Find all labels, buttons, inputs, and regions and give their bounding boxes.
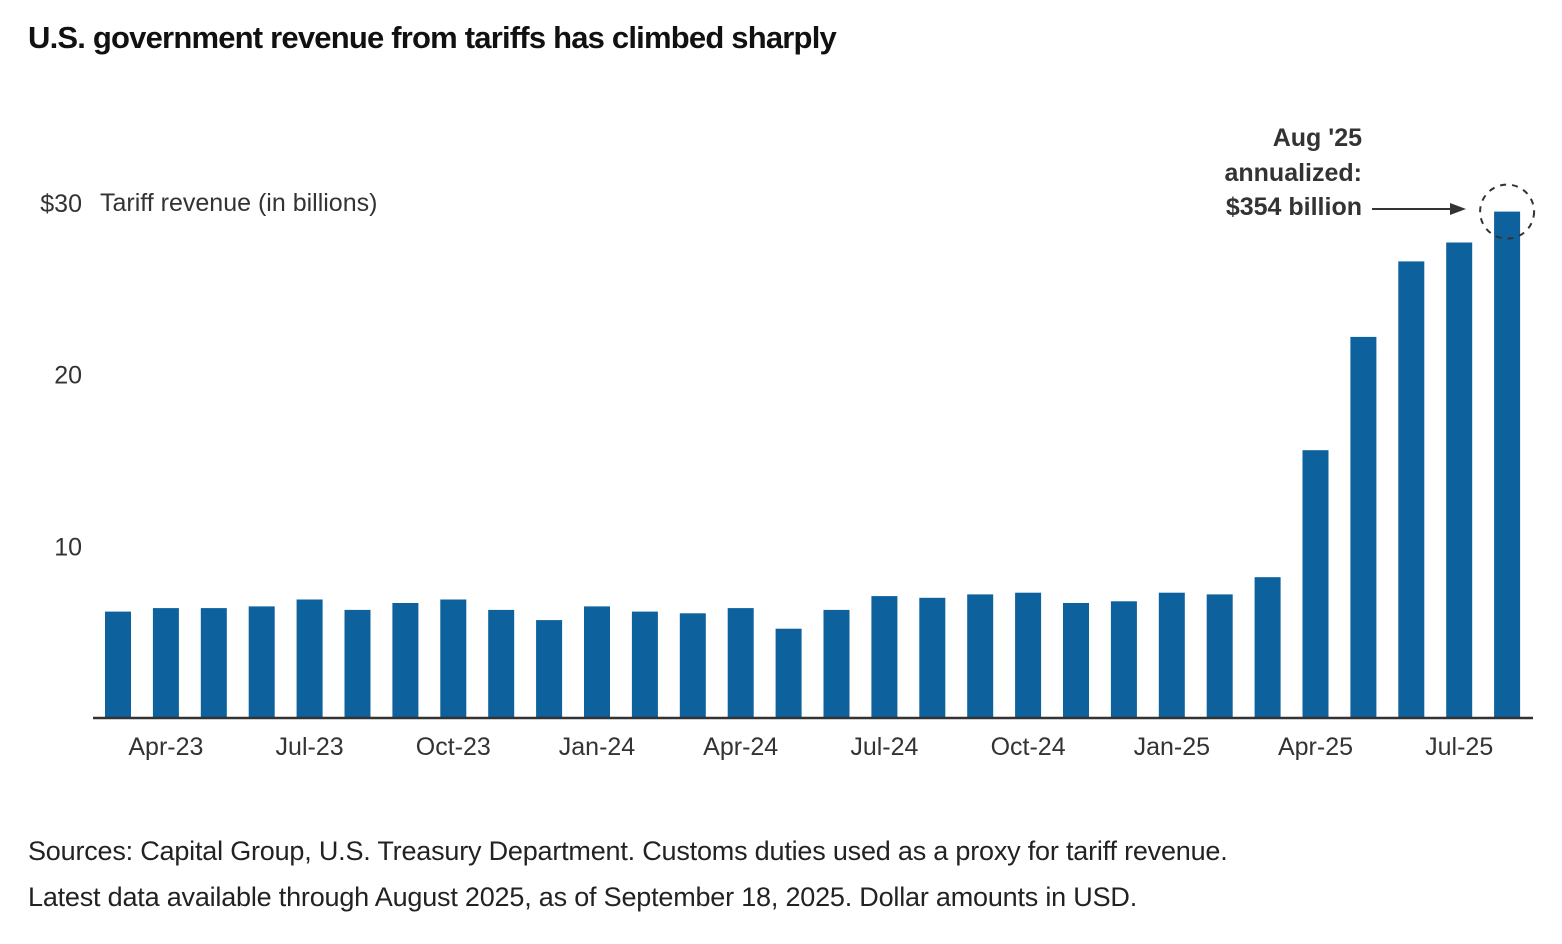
x-tick-label: Oct-23 [416, 733, 491, 761]
y-axis-title: Tariff revenue (in billions) [100, 189, 377, 217]
y-tick-label: $30 [40, 190, 82, 218]
bar-jul-25 [1446, 242, 1473, 718]
x-tick-label: Jan-25 [1134, 733, 1210, 761]
annotation-line-1: Aug '25 [1273, 124, 1362, 152]
x-tick-label: Apr-25 [1278, 733, 1353, 761]
bar-apr-25 [1302, 450, 1329, 718]
bar-apr-23 [152, 608, 179, 718]
y-tick-labels: 10 20 $30 [40, 190, 82, 561]
footnote-sources: Sources: Capital Group, U.S. Treasury De… [28, 836, 1228, 866]
annotation-line-2: annualized: [1224, 159, 1362, 187]
x-tick-label: Jul-24 [850, 733, 918, 761]
arrow-head-icon [1450, 203, 1466, 215]
x-tick-label: Jul-23 [276, 733, 344, 761]
bar-jan-24 [584, 606, 610, 718]
bar-dec-23 [536, 620, 563, 718]
bar-aug-24 [919, 597, 946, 718]
bar-nov-24 [1063, 603, 1089, 718]
bar-aug-25 [1494, 211, 1521, 718]
annotation-line-3: $354 billion [1226, 193, 1362, 221]
bar-chart: 10 20 $30 Apr-23 Jul-23 Oct-23 Jan-24 Apr-24 Ju… [40, 124, 1536, 761]
bar-feb-24 [631, 611, 658, 718]
bar-sep-24 [967, 594, 994, 718]
bar-jul-24 [871, 596, 898, 718]
x-tick-label: Jul-25 [1425, 733, 1493, 761]
bar-nov-23 [488, 609, 515, 718]
x-tick-label: Apr-23 [128, 733, 203, 761]
bar-jul-23 [296, 599, 323, 718]
bar-apr-24 [727, 608, 754, 718]
x-tick-label: Jan-24 [559, 733, 636, 761]
bar-oct-24 [1015, 592, 1042, 718]
bar-may-24 [775, 628, 802, 718]
bar-may-25 [1350, 336, 1377, 718]
x-tick-labels: Apr-23 Jul-23 Oct-23 Jan-24 Apr-24 Jul-24 Oct-… [128, 733, 1493, 761]
bar-mar-23 [105, 611, 131, 718]
bar-jun-25 [1398, 261, 1425, 718]
bar-jan-25 [1158, 592, 1185, 718]
bar-sep-23 [392, 603, 419, 718]
annotation: Aug '25 annualized: $354 billion [1224, 124, 1536, 240]
bar-oct-23 [440, 599, 467, 718]
bar-may-23 [200, 608, 227, 718]
bar-aug-23 [344, 609, 371, 718]
y-tick-label: 10 [54, 533, 82, 561]
bar-dec-24 [1110, 601, 1137, 718]
bar-jun-24 [823, 609, 850, 718]
footnote-date: Latest data available through August 202… [28, 882, 1138, 912]
bar-jun-23 [248, 606, 275, 718]
x-tick-label: Oct-24 [991, 733, 1066, 761]
x-tick-label: Apr-24 [703, 733, 778, 761]
bar-mar-24 [679, 613, 706, 718]
bars-group [105, 211, 1521, 718]
bar-mar-25 [1254, 577, 1281, 718]
y-tick-label: 20 [54, 362, 82, 390]
chart-title: U.S. government revenue from tariffs has… [28, 20, 837, 55]
highlight-circle [1479, 183, 1536, 240]
bar-feb-25 [1206, 594, 1233, 718]
